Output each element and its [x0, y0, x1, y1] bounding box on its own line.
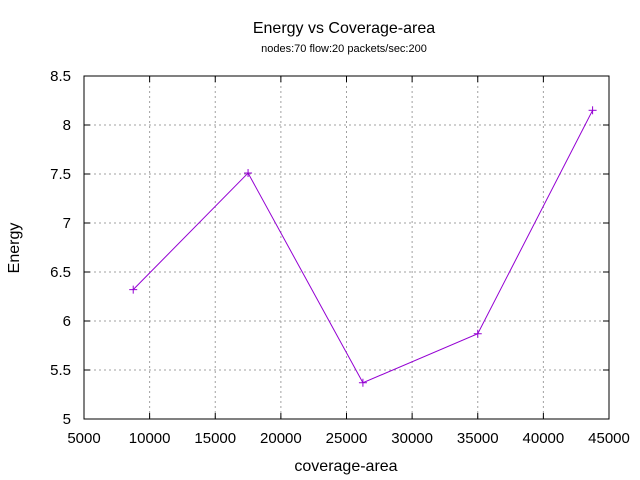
x-tick-labels: 5000 10000 15000 20000 25000 30000 35000 40000 4…: [67, 430, 630, 447]
y-tick-label: 6: [63, 313, 71, 330]
y-tick-label: 8: [63, 117, 71, 134]
x-tick-label: 20000: [260, 430, 302, 447]
x-tick-label: 30000: [391, 430, 433, 447]
x-tick-label: 45000: [588, 430, 630, 447]
series-group: [129, 106, 597, 387]
data-point: [588, 106, 597, 115]
y-tick-label: 8.5: [50, 68, 71, 85]
data-point: [473, 329, 482, 338]
x-tick-label: 5000: [67, 430, 100, 447]
y-tick-labels: 5 5.5 6 6.5 7 7.5 8 8.5: [50, 68, 71, 428]
grid-lines: [84, 76, 609, 419]
x-tick-label: 40000: [523, 430, 565, 447]
x-tick-label: 15000: [194, 430, 236, 447]
series-line: [132, 110, 594, 384]
plot-frame: [83, 75, 610, 420]
data-point: [244, 169, 253, 178]
x-tick-label: 35000: [457, 430, 499, 447]
y-tick-label: 5: [63, 411, 71, 428]
x-tick-label: 25000: [326, 430, 368, 447]
y-tick-label: 7: [63, 215, 71, 232]
chart-subtitle: nodes:70 flow:20 packets/sec:200: [261, 43, 427, 55]
y-tick-label: 7.5: [50, 166, 71, 183]
y-axis-label: Energy: [6, 223, 23, 274]
x-tick-label: 10000: [129, 430, 171, 447]
y-tick-label: 6.5: [50, 264, 71, 281]
x-axis-label: coverage-area: [294, 458, 397, 475]
data-point: [358, 378, 367, 387]
data-point: [129, 285, 138, 294]
y-tick-label: 5.5: [50, 362, 71, 379]
chart-title: Energy vs Coverage-area: [253, 20, 435, 37]
